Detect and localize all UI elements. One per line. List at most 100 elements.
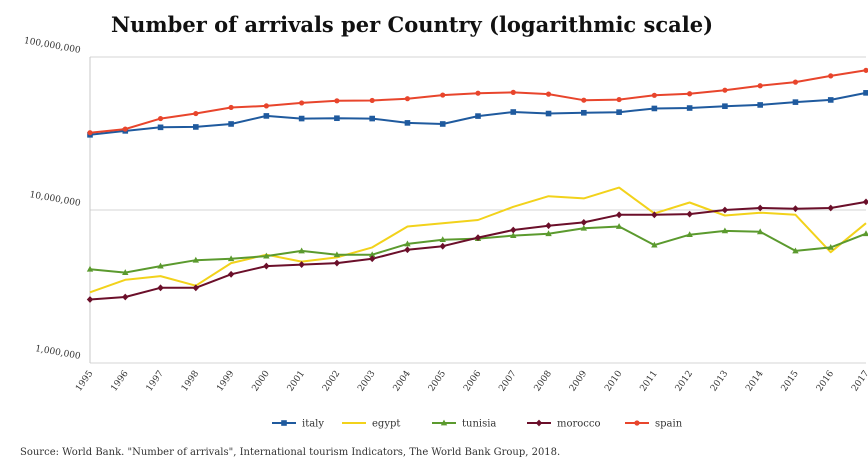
data-point-italy [686, 105, 693, 111]
data-point-morocco [298, 261, 305, 268]
data-point-italy [475, 113, 481, 119]
data-point-morocco [368, 255, 376, 263]
x-tick-label: 2012 [674, 369, 695, 393]
data-point-tunisia [439, 236, 446, 243]
x-tick-label: 2006 [462, 369, 483, 394]
data-point-spain [334, 98, 340, 104]
data-point-morocco [439, 242, 446, 250]
data-point-spain [369, 97, 375, 104]
data-point-spain [122, 126, 128, 132]
data-point-italy [581, 109, 587, 116]
data-point-tunisia [615, 223, 623, 229]
data-point-morocco [510, 226, 517, 234]
data-point-morocco [756, 204, 764, 212]
data-point-tunisia [192, 256, 200, 263]
data-point-tunisia [545, 230, 552, 237]
data-point-italy [651, 105, 658, 112]
data-point-morocco [122, 293, 129, 301]
x-tick-label: 2001 [286, 369, 307, 393]
data-point-morocco [404, 246, 411, 254]
x-tick-label: 2000 [250, 369, 271, 394]
data-point-spain [157, 115, 164, 122]
legend-label: spain [655, 419, 683, 430]
x-tick-label: 1998 [180, 369, 201, 394]
data-point-morocco [192, 284, 200, 292]
legend-label: morocco [557, 419, 601, 430]
data-point-tunisia [333, 251, 341, 258]
data-point-morocco [474, 234, 482, 242]
data-point-morocco [651, 211, 658, 219]
data-point-tunisia [227, 255, 235, 262]
series-italy [87, 90, 868, 138]
data-point-italy [439, 121, 446, 127]
data-point-tunisia [792, 247, 799, 254]
data-point-morocco [721, 206, 729, 214]
data-point-morocco [615, 211, 623, 219]
legend-label: italy [302, 419, 324, 430]
data-point-tunisia [263, 252, 270, 259]
data-point-italy [792, 99, 799, 105]
chart-title: Number of arrivals per Country (logarith… [111, 12, 713, 37]
data-point-morocco [333, 259, 341, 267]
legend-item-tunisia: tunisia [432, 419, 496, 430]
data-point-italy [722, 103, 728, 109]
data-point-spain [687, 91, 693, 97]
series-tunisia [86, 223, 868, 275]
x-tick-label: 2009 [568, 369, 589, 394]
data-point-spain [228, 104, 234, 111]
series-line-tunisia [89, 225, 867, 274]
data-point-tunisia [157, 262, 164, 269]
x-tick-label: 2010 [603, 369, 624, 394]
x-tick-label: 2017 [850, 369, 868, 394]
data-point-tunisia [510, 232, 517, 239]
data-point-italy [334, 115, 340, 122]
data-point-tunisia [86, 265, 94, 272]
data-point-morocco [792, 205, 799, 213]
legend-item-spain: spain [625, 419, 683, 430]
data-point-italy [193, 124, 199, 130]
data-point-morocco [263, 262, 270, 270]
y-tick-label: 1,000,000 [34, 344, 81, 362]
legend-label: tunisia [462, 419, 496, 430]
data-point-tunisia [827, 243, 834, 250]
data-point-spain [193, 110, 199, 117]
data-point-spain [440, 92, 446, 98]
series-line-morocco [89, 200, 867, 301]
data-point-spain [792, 79, 799, 85]
legend-item-egypt: egypt [342, 419, 400, 430]
x-tick-label: 2005 [427, 369, 448, 394]
data-point-spain [757, 83, 763, 89]
legend-item-italy: italy [272, 419, 324, 430]
data-point-italy [757, 102, 763, 108]
series-egypt [89, 186, 867, 294]
data-point-tunisia [298, 247, 305, 254]
series-line-spain [89, 69, 867, 134]
x-tick-label: 2014 [744, 369, 765, 394]
x-tick-label: 2004 [392, 369, 413, 394]
data-point-tunisia [721, 227, 729, 234]
data-point-italy [616, 109, 622, 115]
data-point-spain [404, 96, 411, 102]
x-tick-label: 2008 [533, 369, 554, 394]
x-tick-label: 2002 [321, 369, 342, 393]
y-tick-label: 10,000,000 [29, 190, 82, 209]
data-point-spain [299, 100, 305, 106]
data-point-morocco [686, 210, 693, 218]
data-point-spain [263, 103, 269, 109]
data-point-italy [369, 115, 375, 122]
data-point-morocco [227, 270, 235, 278]
data-point-tunisia [686, 231, 693, 238]
gridlines [89, 56, 866, 364]
data-point-spain [651, 92, 657, 98]
x-axis-ticks: 1995 1996 1997 1998 1999 2000 2001 2002 2003 2004… [74, 369, 868, 394]
data-point-tunisia [651, 241, 658, 248]
data-point-spain [545, 91, 552, 97]
data-point-morocco [827, 204, 834, 212]
data-point-tunisia [368, 251, 376, 258]
data-point-morocco [157, 284, 164, 292]
legend-marker [634, 420, 640, 426]
data-point-morocco [86, 296, 94, 303]
data-point-spain [475, 90, 481, 96]
data-point-tunisia [122, 269, 129, 275]
